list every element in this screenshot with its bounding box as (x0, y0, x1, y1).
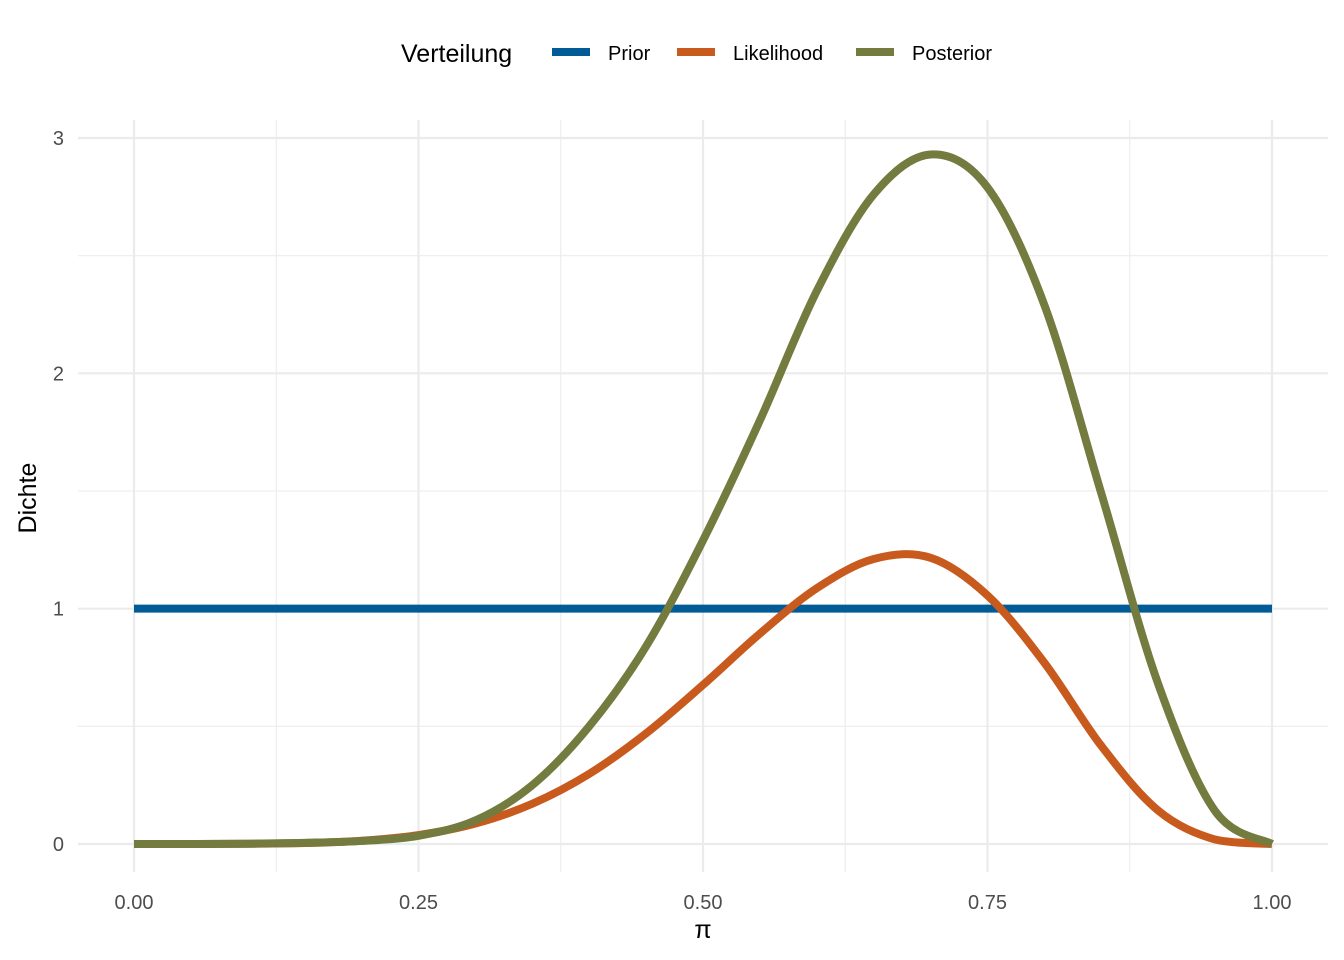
x-tick-labels: 0.00 0.25 0.50 0.75 1.00 (115, 892, 1292, 914)
legend-title: Verteilung (401, 40, 512, 68)
legend-label-likelihood: Likelihood (733, 43, 823, 65)
x-axis-title: π (694, 916, 711, 944)
y-tick-label: 3 (53, 128, 64, 150)
y-tick-label: 0 (53, 834, 64, 856)
grid-major (78, 120, 1328, 872)
x-tick-label: 0.25 (399, 892, 438, 914)
series-line-posterior (133, 150, 1275, 849)
y-tick-label: 1 (53, 599, 64, 621)
x-tick-label: 0.00 (115, 892, 154, 914)
x-tick-label: 0.75 (968, 892, 1007, 914)
legend-label-prior: Prior (608, 43, 651, 65)
y-axis-title: Dichte (14, 463, 42, 534)
series-layer (133, 150, 1275, 849)
y-tick-labels: 0 1 2 3 (53, 128, 64, 856)
x-tick-label: 0.50 (684, 892, 723, 914)
x-tick-label: 1.00 (1253, 892, 1292, 914)
legend-label-posterior: Posterior (912, 43, 992, 65)
legend: Verteilung Prior Likelihood Posterior (401, 40, 992, 68)
y-tick-label: 2 (53, 363, 64, 385)
